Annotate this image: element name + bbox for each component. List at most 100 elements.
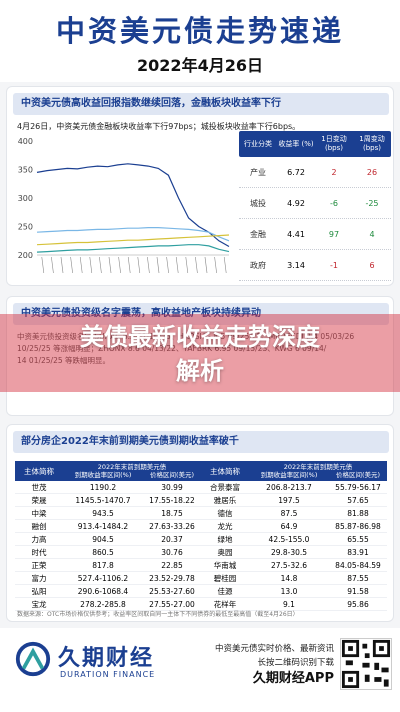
price-range: 22.85 [161,560,183,570]
price-range: 83.91 [347,547,369,557]
table-row: 宝龙 278.2-285.8 27.55-27.00 花样年 9.1 95.86 [15,598,387,611]
yield-value: 3.14 [287,260,305,270]
issuer-name: 花样年 [213,599,237,609]
price-range: 91.58 [347,586,369,596]
issuer-name: 正荣 [31,560,47,570]
promo-line-2: 长按二维码识别下载 [257,658,334,668]
x-tick-mark [60,256,64,274]
group-title: 2022年末前到期美元债 [283,463,353,471]
col-header: 主体简称 [24,466,54,476]
ytm-range: 206.8-213.7 [266,482,312,492]
issuer-name: 华南城 [213,560,237,570]
change-1w: -25 [365,198,379,208]
series-line [36,226,230,242]
series-line [36,234,230,246]
x-tick-mark [70,256,73,274]
yield-index-card: 中资美元债高收益回报指数继续回落，金融板块收益率下行 4月26日，中资美元债金融… [6,86,394,286]
series-line [36,163,230,248]
issuer-name: 时代 [31,547,47,557]
issuer-name: 宝龙 [31,599,47,609]
issuer-name: 奥园 [217,547,233,557]
x-tick-mark [79,256,83,274]
x-tick-mark [156,256,160,274]
page-title: 中资美元债走势速递 [55,14,344,48]
table-row: 荣晟 1145.5-1470.7 17.55-18.22 雅居乐 197.5 57.65 [15,494,387,507]
y-tick-label: 350 [18,166,33,175]
x-tick-mark [127,256,131,274]
duration-logo-icon [15,641,51,677]
sector-name: 产业 [250,167,266,177]
x-tick-mark [137,256,141,274]
issuer-name: 合景泰富 [210,482,240,492]
x-tick-mark [214,256,217,274]
banner-line-2: 解析 [176,357,224,385]
issuer-name: 力高 [31,534,47,544]
app-name: 久期财经APP [252,671,334,686]
change-1d: 97 [328,229,340,239]
price-range: 84.05-84.59 [335,560,381,570]
change-1d: -6 [330,198,338,208]
issuer-name: 融创 [31,521,47,531]
table-row: 世茂 1190.2 30.99 合景泰富 206.8-213.7 55.79-56.17 [15,481,387,494]
ytm-range: 943.5 [92,508,114,518]
change-1w: 6 [369,260,375,270]
issuer-name: 弘阳 [31,586,47,596]
col-header: 1周变动 (bps) [359,135,385,152]
qr-code-icon[interactable] [340,638,392,690]
y-tick-label: 200 [18,251,33,260]
price-range: 81.88 [347,508,369,518]
ytm-range: 860.5 [92,547,114,557]
issuer-name: 碧桂园 [213,573,237,583]
table-row: 富力 527.4-1106.2 23.52-29.78 碧桂园 14.8 87.55 [15,572,387,585]
price-range: 18.75 [161,508,183,518]
x-tick-mark [51,256,54,274]
table-row: 融创 913.4-1484.2 27.63-33.26 龙光 64.9 85.87-86.… [15,520,387,533]
change-1w: 4 [369,229,375,239]
issuer-name: 世茂 [31,482,47,492]
x-tick-mark [41,256,45,274]
issuer-name: 德信 [217,508,233,518]
movers-card: 中资美元债投资级名字震荡，高收益地产板块持续异动 中资美元债投资级名字 SUNA… [6,296,394,416]
ytm-range: 904.5 [92,534,114,544]
yield-row: 城投 4.92 -6 -25 [239,188,391,219]
issuer-name: 雅居乐 [213,495,237,505]
table-row: 时代 860.5 30.76 奥园 29.8-30.5 83.91 [15,546,387,559]
x-tick-mark [175,256,179,274]
price-range: 30.99 [161,482,183,492]
ytm-range: 527.4-1106.2 [77,573,129,583]
price-range: 20.37 [161,534,183,544]
report-date: 2022年4月26日 [137,56,263,75]
group-title: 2022年末前到期美元债 [97,463,167,471]
price-range: 87.55 [347,573,369,583]
table-row: 力高 904.5 20.37 绿地 42.5-155.0 65.55 [15,533,387,546]
yield-value: 4.41 [287,229,305,239]
issuer-name: 荣晟 [31,495,47,505]
ytm-range: 9.1 [283,599,295,609]
price-range: 57.65 [347,495,369,505]
price-range: 17.55-18.22 [149,495,195,505]
table-footnote: 数据来源：OTC市场价格仅供参考；收益率区间取自同一主体下不同债券的最低至最高值… [17,611,299,618]
col-header: 行业分类 [244,139,272,148]
ytm-range: 87.5 [280,508,298,518]
section1-heading: 中资美元债高收益回报指数继续回落，金融板块收益率下行 [13,93,389,115]
yield-row: 金融 4.41 97 4 [239,219,391,250]
movers-line: 14 01/25/25 等跌幅明显。 [17,356,110,365]
movers-line: 中资美元债投资级名字 SUNAC 6.5 01/10/25、HKDSHG 8.5… [17,332,355,341]
yield-index-chart: 400 350 300 250 200 [18,137,230,274]
col-header: 到期收益率区间(%) [260,471,318,479]
y-tick-label: 300 [18,194,33,203]
yield-table: 行业分类 收益率 (%) 1日变动 (bps) 1周变动 (bps) 产业 6.… [239,131,391,283]
x-tick-mark [166,256,169,274]
sector-name: 政府 [250,260,266,270]
col-header: 价格区间(美元) [149,471,195,479]
col-header: 到期收益率区间(%) [74,471,132,479]
table-row: 正荣 817.8 22.85 华南城 27.5-32.6 84.05-84.59 [15,559,387,572]
ytm-range: 27.5-32.6 [270,560,308,570]
price-range: 27.63-33.26 [149,521,195,531]
ytm-range: 14.8 [280,573,298,583]
footer: 久期财经 DURATION FINANCE 中资美元债实时价格、最新资讯 长按二… [0,628,400,712]
sector-name: 金融 [250,229,266,239]
ytm-range: 278.2-285.8 [80,599,126,609]
price-range: 65.55 [347,534,369,544]
header: 中资美元债走势速递 2022年4月26日 [0,0,400,82]
